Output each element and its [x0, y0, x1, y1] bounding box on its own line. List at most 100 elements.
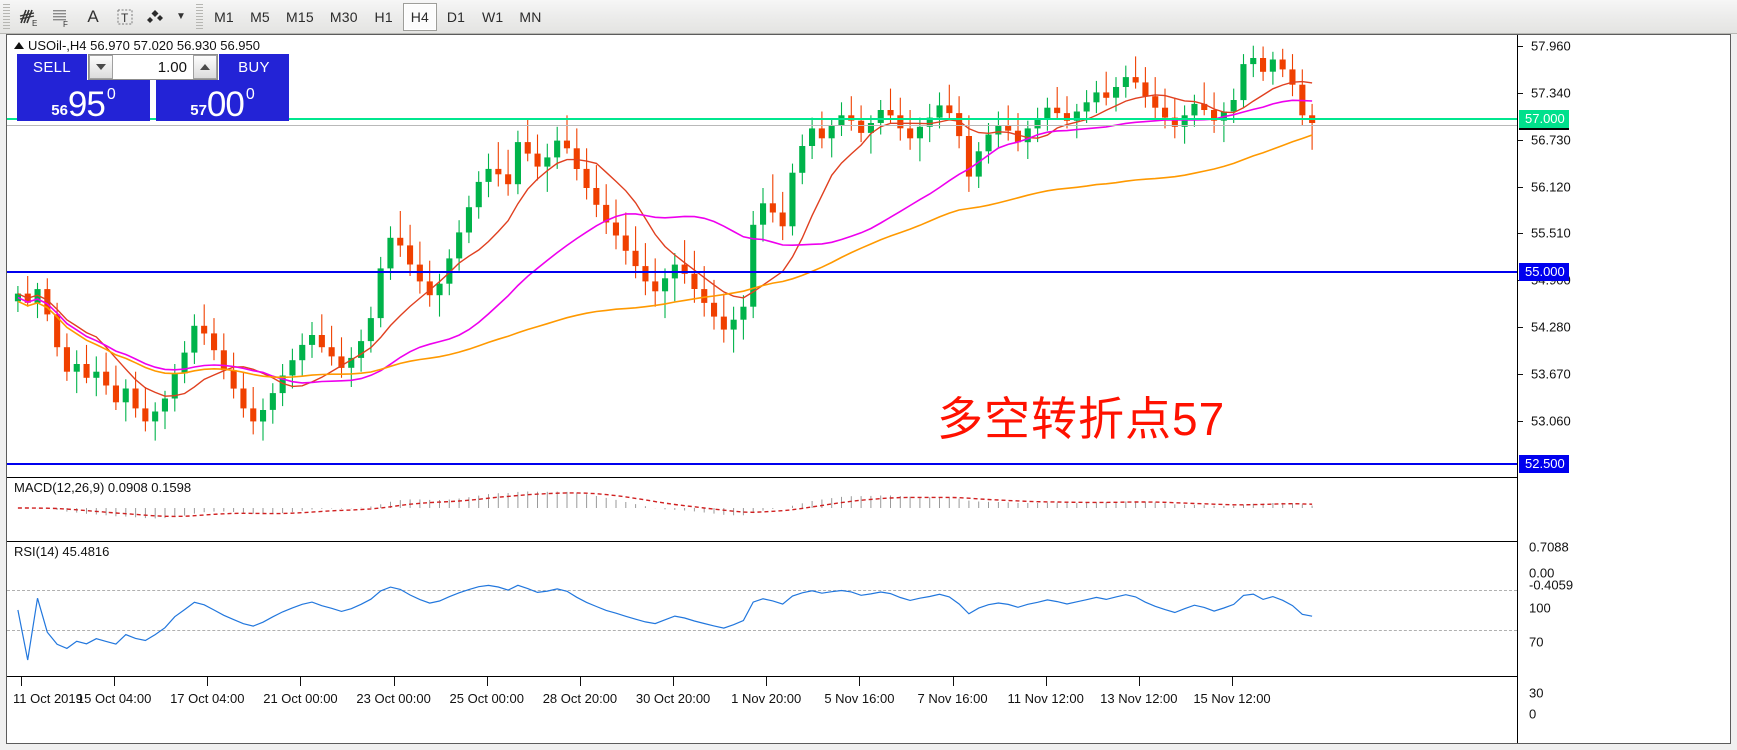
macd-axis-label: 0.7088 — [1529, 539, 1569, 555]
time-tick — [952, 677, 954, 686]
ask-price-line — [7, 125, 1517, 127]
level-price-badge: 55.000 — [1519, 263, 1569, 282]
sell-price-display[interactable]: 56 95 0 — [17, 80, 150, 121]
time-tick-label: 11 Oct 2019 — [13, 691, 83, 706]
buy-price-display[interactable]: 57 00 0 — [156, 80, 289, 121]
text-label-icon[interactable]: T — [109, 2, 141, 32]
price-tick — [1518, 373, 1523, 375]
grid-icon[interactable]: F — [45, 2, 77, 32]
support-line-525 — [7, 462, 1517, 465]
rsi-plot — [17, 584, 1313, 661]
time-tick — [673, 677, 675, 686]
sell-price-fraction: 0 — [106, 86, 116, 103]
time-tick-label: 13 Nov 12:00 — [1100, 691, 1178, 706]
volume-value[interactable]: 1.00 — [113, 55, 193, 79]
price-tick-label: 54.280 — [1531, 319, 1571, 335]
buy-price-fraction: 0 — [245, 86, 255, 103]
time-tick-label: 17 Oct 04:00 — [170, 691, 245, 706]
time-tick — [114, 677, 116, 686]
time-axis[interactable]: 11 Oct 2019 15 Oct 04:00 17 Oct 04:00 21 Oc… — [7, 676, 1517, 742]
macd-plot — [17, 491, 1313, 519]
price-tick — [1518, 45, 1523, 47]
buy-price-lead: 57 — [190, 102, 207, 119]
svg-text:F: F — [63, 20, 68, 28]
svg-text:T: T — [121, 11, 129, 25]
volume-input[interactable]: 1.00 — [88, 54, 218, 80]
timeframe-w1[interactable]: W1 — [481, 8, 504, 25]
candlestick-plot — [14, 45, 1316, 441]
timeframe-h4[interactable]: H4 — [402, 2, 437, 31]
price-tick — [1518, 233, 1523, 235]
level-price-badge: 52.500 — [1519, 454, 1569, 473]
rsi-axis-label: 0 — [1529, 706, 1537, 722]
price-tick-label: 56.120 — [1531, 179, 1571, 194]
rsi-axis-label: 70 — [1529, 634, 1544, 650]
price-tick — [1518, 93, 1523, 95]
time-tick — [300, 677, 302, 686]
macd-axis-label: 0.00 — [1529, 565, 1555, 581]
price-axis[interactable]: 57.96057.34056.73056.12055.51054.90054.2… — [1517, 35, 1730, 743]
volume-decrease-button[interactable] — [89, 55, 113, 79]
time-tick-label: 25 Oct 00:00 — [449, 691, 524, 706]
macd-axis-label: -0.4059 — [1529, 577, 1574, 593]
time-tick-label: 28 Oct 20:00 — [542, 691, 618, 706]
time-tick — [859, 677, 861, 686]
price-tick-label: 53.670 — [1531, 366, 1571, 382]
toolbar-grip[interactable] — [3, 3, 10, 30]
time-tick — [579, 677, 581, 686]
time-tick — [393, 677, 395, 686]
price-tick-label: 57.960 — [1531, 38, 1571, 54]
text-icon[interactable]: A — [87, 6, 99, 26]
timeframe-m15[interactable]: M15 — [286, 8, 314, 25]
chart-title-bar: USOil-,H4 56.970 57.020 56.930 56.950 — [14, 38, 260, 53]
time-tick — [21, 677, 22, 686]
time-tick-label: 1 Nov 20:00 — [731, 691, 802, 706]
rsi-level-30 — [7, 630, 1517, 631]
timeframe-mn[interactable]: MN — [519, 8, 542, 25]
timeframe-d1[interactable]: D1 — [446, 8, 466, 25]
timeframe-m5[interactable]: M5 — [250, 8, 270, 25]
indicators-icon[interactable]: E — [13, 2, 45, 32]
collapse-triangle-icon[interactable] — [14, 42, 24, 49]
timeframe-m30[interactable]: M30 — [329, 8, 358, 25]
rsi-label: RSI(14) 45.4816 — [14, 544, 110, 559]
sell-price-lead: 56 — [51, 102, 68, 119]
price-tick — [1518, 327, 1523, 329]
chart-symbol-ohlc: USOil-,H4 56.970 57.020 56.930 56.950 — [28, 38, 261, 53]
support-line-55 — [7, 271, 1517, 274]
price-tick-label: 57.340 — [1531, 85, 1571, 101]
dropdown-arrow-icon[interactable]: ▼ — [176, 11, 186, 22]
time-tick-label: 23 Oct 00:00 — [356, 691, 431, 706]
chart-window[interactable]: USOil-,H4 56.970 57.020 56.930 56.950 多空… — [6, 34, 1731, 744]
sell-button[interactable]: SELL — [17, 54, 87, 80]
price-tick — [1518, 420, 1523, 422]
rsi-pane[interactable]: RSI(14) 45.4816 — [7, 541, 1517, 674]
time-tick-label: 7 Nov 16:00 — [917, 691, 988, 706]
bid-price-line — [7, 118, 1517, 121]
time-tick — [1045, 677, 1047, 686]
buy-button[interactable]: BUY — [219, 54, 289, 80]
rsi-axis-label: 30 — [1529, 685, 1544, 701]
objects-icon[interactable] — [141, 2, 173, 32]
volume-increase-button[interactable] — [193, 55, 217, 79]
chart-annotation-text[interactable]: 多空转折点57 — [937, 393, 1226, 445]
one-click-trading-panel[interactable]: SELL 1.00 BUY 56 95 0 57 00 0 — [17, 54, 289, 121]
time-tick-label: 11 Nov 12:00 — [1007, 691, 1084, 706]
time-tick — [1138, 677, 1140, 686]
macd-pane[interactable]: MACD(12,26,9) 0.0908 0.1598 — [7, 477, 1517, 539]
time-tick — [1232, 677, 1233, 686]
macd-label: MACD(12,26,9) 0.0908 0.1598 — [14, 480, 192, 495]
price-tick-label: 53.060 — [1531, 413, 1571, 429]
timeframe-m1[interactable]: M1 — [214, 8, 234, 25]
price-tick-label: 56.730 — [1531, 132, 1571, 148]
rsi-axis-label: 100 — [1529, 600, 1551, 616]
rsi-level-70 — [7, 590, 1517, 591]
toolbar-grip-2[interactable] — [196, 3, 203, 30]
price-tick-label: 55.510 — [1531, 225, 1571, 241]
timeframe-h1[interactable]: H1 — [374, 8, 393, 25]
main-toolbar: E F A T — [0, 0, 1737, 34]
sell-price-main: 95 — [67, 84, 106, 121]
current-price-badge: 57.000 — [1519, 110, 1569, 129]
time-tick — [486, 677, 488, 686]
